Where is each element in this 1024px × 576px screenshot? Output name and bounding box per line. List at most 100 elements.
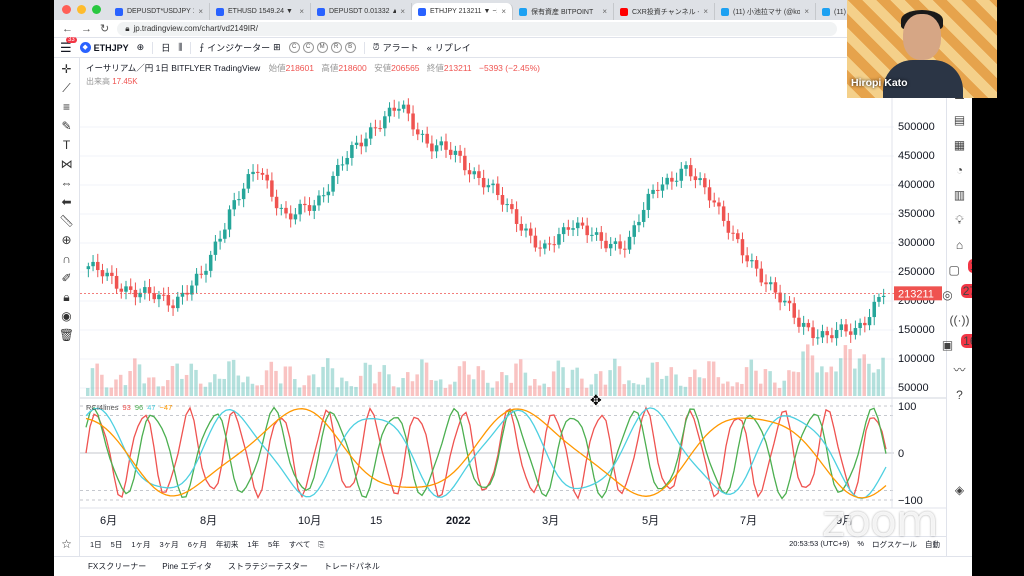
chart-style-icon[interactable]: ⫼ xyxy=(178,42,183,52)
tab-favicon-icon xyxy=(317,7,325,16)
tab-close-icon[interactable]: × xyxy=(501,7,506,16)
alert-button[interactable]: ⏰︎ アラート xyxy=(373,41,419,54)
open-label: 始値 xyxy=(268,63,286,73)
close-window-dot[interactable] xyxy=(62,5,71,14)
compare-c1[interactable]: C xyxy=(288,42,300,53)
window-controls xyxy=(58,5,109,20)
pie-icon[interactable]: ◔ xyxy=(955,163,964,177)
browser-tab[interactable]: 保有資産 BITPOINT × xyxy=(513,3,614,20)
horizontal-lines-icon[interactable]: ≡ xyxy=(62,100,70,114)
range-button[interactable]: 5年 xyxy=(268,540,280,549)
browser-tab[interactable]: (11) 小池拉マサ (@kolk × xyxy=(715,3,816,20)
measure-range-icon[interactable]: ⇔ xyxy=(60,176,73,190)
crosshair-icon[interactable]: ✛ xyxy=(61,62,72,76)
high-label: 高値 xyxy=(321,63,339,73)
tab-close-icon[interactable]: × xyxy=(400,7,405,16)
url-field[interactable]: 🔒︎ jp.tradingview.com/chart/vd2149IR/ xyxy=(117,21,838,36)
browser-tab[interactable]: ETHJPY 213211 ▼ −2.4 × xyxy=(412,3,513,20)
tab-close-icon[interactable]: × xyxy=(703,7,708,16)
range-button[interactable]: 1ヶ月 xyxy=(131,540,151,549)
browser-tab[interactable]: DEPUSDT 0.01332 ▲ − × xyxy=(311,3,412,20)
ruler-icon[interactable]: 📏︎ xyxy=(58,214,75,228)
price-chart[interactable]: 500000 450000 400000 350000 300000 250000 2000… xyxy=(80,58,946,538)
chart-canvas[interactable]: 5000004500004000003500003000002500002000… xyxy=(80,58,946,538)
ideas-icon[interactable]: 💡︎ xyxy=(955,213,964,227)
candle-body xyxy=(623,248,627,250)
compare-m[interactable]: M xyxy=(316,42,328,53)
volume-bar xyxy=(711,361,716,396)
text-icon[interactable]: T xyxy=(62,138,71,152)
trendline-icon[interactable]: ⟋ xyxy=(62,81,71,95)
trash-icon[interactable]: 🗑︎ xyxy=(58,328,75,342)
data-window-icon[interactable]: ▤ xyxy=(953,113,966,127)
compare-c2[interactable]: C xyxy=(302,42,314,53)
pattern-icon[interactable]: ⋈ xyxy=(60,157,73,171)
notifications-icon[interactable]: ◎279 xyxy=(942,284,972,302)
candle-body xyxy=(373,127,378,129)
streams-icon[interactable]: ⌂ xyxy=(955,238,964,252)
tab-trade-panel[interactable]: トレードパネル xyxy=(323,562,380,571)
tab-pine-editor[interactable]: Pine エディタ xyxy=(162,562,212,571)
candle-body xyxy=(105,272,109,277)
auto-scale-toggle[interactable]: 自動 xyxy=(925,540,940,549)
chat-icon[interactable]: ▢1 xyxy=(948,259,972,277)
help-icon[interactable]: ? xyxy=(956,388,963,402)
eye-icon[interactable]: ◉ xyxy=(61,309,72,323)
candle-body xyxy=(119,288,124,292)
timezone-label[interactable]: 20:53:53 (UTC+9) xyxy=(789,539,850,548)
range-button[interactable]: 6ヶ月 xyxy=(187,540,207,549)
chat-badge: 1 xyxy=(967,259,972,273)
range-button[interactable]: 3ヶ月 xyxy=(159,540,179,549)
lock-drawings-icon[interactable]: 🔒︎ xyxy=(63,290,70,304)
rci-line xyxy=(85,407,887,500)
tab-close-icon[interactable]: × xyxy=(602,7,607,16)
tab-close-icon[interactable]: × xyxy=(299,7,304,16)
magnet-icon[interactable]: ∩ xyxy=(62,252,71,266)
forward-icon[interactable]: → xyxy=(81,22,92,35)
zoom-in-icon[interactable]: ⊕ xyxy=(61,233,72,247)
range-button[interactable]: すべて xyxy=(288,540,311,549)
volume-bar xyxy=(678,385,683,396)
add-symbol-icon[interactable]: ⊕ xyxy=(136,42,145,52)
range-button[interactable]: 5日 xyxy=(110,540,123,549)
goto-date-icon[interactable]: ⎘ xyxy=(318,539,325,549)
indicators-button[interactable]: ⨍ インジケーター ⊞ xyxy=(199,41,280,54)
interval-button[interactable]: 日 xyxy=(161,43,171,53)
reload-icon[interactable]: ↻ xyxy=(100,23,110,35)
calendar-icon[interactable]: ▦ xyxy=(953,138,966,152)
replay-button[interactable]: «リプレイ xyxy=(427,41,471,54)
compare-b[interactable]: B xyxy=(344,42,356,53)
minimize-window-dot[interactable] xyxy=(77,5,86,14)
symbol-search-button[interactable]: ◆ ETHJPY xyxy=(79,42,129,53)
range-button[interactable]: 1日 xyxy=(90,540,102,549)
back-arrow-icon[interactable]: ⬅ xyxy=(61,195,72,209)
maximize-window-dot[interactable] xyxy=(92,5,101,14)
favorites-star-icon[interactable]: ☆ xyxy=(61,537,72,551)
brush-icon[interactable]: ✎ xyxy=(61,119,72,133)
log-scale-toggle[interactable]: ログスケール xyxy=(872,540,917,549)
main-menu-button[interactable]: ☰ 33 xyxy=(60,36,77,55)
back-icon[interactable]: ← xyxy=(62,22,73,35)
tab-fx-screener[interactable]: FXスクリーナー xyxy=(88,562,147,571)
range-button[interactable]: 年初来 xyxy=(215,540,239,549)
browser-tab[interactable]: CXR投資チャンネル - Yo × xyxy=(614,3,715,20)
range-button[interactable]: 1年 xyxy=(247,540,260,549)
messages-badge: 163 xyxy=(961,334,972,348)
tab-close-icon[interactable]: × xyxy=(804,7,809,16)
pencil-lock-icon[interactable]: ✐ xyxy=(61,271,72,285)
compare-r[interactable]: R xyxy=(330,42,342,53)
messages-icon[interactable]: ▣163 xyxy=(942,334,972,352)
layers-icon[interactable]: ◈ xyxy=(954,483,965,497)
calculator-icon[interactable]: ▥ xyxy=(953,188,966,202)
broadcast-icon[interactable]: ((·)) xyxy=(949,313,970,327)
high-value: 218600 xyxy=(338,63,367,73)
candle-body xyxy=(528,228,533,236)
tab-strategy-tester[interactable]: ストラテジーテスター xyxy=(227,562,308,571)
candle-body xyxy=(576,222,580,229)
percent-toggle[interactable]: % xyxy=(857,539,864,548)
trading-icon[interactable]: 〰 xyxy=(953,363,966,377)
volume-bar xyxy=(128,371,132,396)
browser-tab[interactable]: ETHUSD 1549.24 ▼ − × xyxy=(210,3,311,20)
tab-close-icon[interactable]: × xyxy=(198,7,203,16)
browser-tab[interactable]: DEPUSDT*USDJPY 1.8 × xyxy=(109,3,210,20)
